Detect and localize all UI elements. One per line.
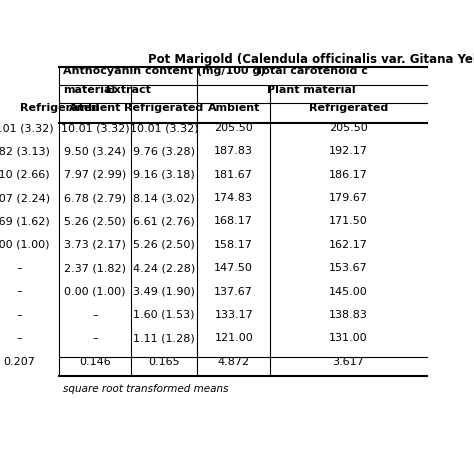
Text: 10.01 (3.32): 10.01 (3.32) [61,123,129,133]
Text: 9.50 (3.24): 9.50 (3.24) [64,146,126,156]
Text: 174.83: 174.83 [214,193,253,203]
Text: 1.60 (1.53): 1.60 (1.53) [133,310,195,320]
Text: 179.67: 179.67 [329,193,368,203]
Text: Total carotenoid c: Total carotenoid c [256,66,368,76]
Text: 0.165: 0.165 [148,356,180,366]
Text: 6.78 (2.79): 6.78 (2.79) [64,193,126,203]
Text: 187.83: 187.83 [214,146,253,156]
Text: 131.00: 131.00 [329,333,368,343]
Text: 3.73 (2.17): 3.73 (2.17) [64,240,126,250]
Text: 121.00: 121.00 [214,333,253,343]
Text: 4.07 (2.24): 4.07 (2.24) [0,193,50,203]
Text: 4.24 (2.28): 4.24 (2.28) [133,263,195,273]
Text: 8.14 (3.02): 8.14 (3.02) [133,193,195,203]
Text: 3.49 (1.90): 3.49 (1.90) [133,287,195,297]
Text: –: – [16,287,22,297]
Text: 145.00: 145.00 [329,287,368,297]
Text: Ambient: Ambient [208,103,260,113]
Text: 133.17: 133.17 [214,310,253,320]
Text: –: – [16,263,22,273]
Text: 7.97 (2.99): 7.97 (2.99) [64,170,126,180]
Text: square root transformed means: square root transformed means [63,384,228,394]
Text: Refrigerated: Refrigerated [309,103,388,113]
Text: 6.10 (2.66): 6.10 (2.66) [0,170,50,180]
Text: 9.16 (3.18): 9.16 (3.18) [133,170,195,180]
Text: 3.617: 3.617 [333,356,365,366]
Text: 162.17: 162.17 [329,240,368,250]
Text: 5.26 (2.50): 5.26 (2.50) [133,240,195,250]
Text: 192.17: 192.17 [329,146,368,156]
Text: 138.83: 138.83 [329,310,368,320]
Text: 8.82 (3.13): 8.82 (3.13) [0,146,50,156]
Text: Plant material: Plant material [267,85,356,95]
Text: 10.01 (3.32): 10.01 (3.32) [129,123,198,133]
Text: 171.50: 171.50 [329,217,368,227]
Text: 147.50: 147.50 [214,263,253,273]
Text: 2.37 (1.82): 2.37 (1.82) [64,263,126,273]
Text: Pot Marigold (Calendula officinalis var. Gitana Yellow: Pot Marigold (Calendula officinalis var.… [148,53,474,66]
Text: 5.26 (2.50): 5.26 (2.50) [64,217,126,227]
Text: –: – [16,310,22,320]
Text: 168.17: 168.17 [214,217,253,227]
Text: Refrigerated: Refrigerated [124,103,203,113]
Text: 153.67: 153.67 [329,263,368,273]
Text: 205.50: 205.50 [214,123,253,133]
Text: –: – [16,333,22,343]
Text: 1.11 (1.28): 1.11 (1.28) [133,333,195,343]
Text: 0.00 (1.00): 0.00 (1.00) [0,240,50,250]
Text: –: – [92,310,98,320]
Text: 10.01 (3.32): 10.01 (3.32) [0,123,53,133]
Text: material: material [63,85,115,95]
Text: 9.76 (3.28): 9.76 (3.28) [133,146,195,156]
Text: 1.69 (1.62): 1.69 (1.62) [0,217,50,227]
Text: Anthocyanin content (mg/100 g): Anthocyanin content (mg/100 g) [63,66,265,76]
Text: 0.00 (1.00): 0.00 (1.00) [64,287,126,297]
Text: 0.207: 0.207 [3,356,35,366]
Text: Ambient: Ambient [69,103,121,113]
Text: –: – [92,333,98,343]
Text: 4.872: 4.872 [218,356,250,366]
Text: 181.67: 181.67 [214,170,253,180]
Text: 205.50: 205.50 [329,123,368,133]
Text: 137.67: 137.67 [214,287,253,297]
Text: 186.17: 186.17 [329,170,368,180]
Text: Extract: Extract [106,85,151,95]
Text: 0.146: 0.146 [79,356,111,366]
Text: 158.17: 158.17 [214,240,253,250]
Text: Refrigerated: Refrigerated [19,103,99,113]
Text: 6.61 (2.76): 6.61 (2.76) [133,217,195,227]
